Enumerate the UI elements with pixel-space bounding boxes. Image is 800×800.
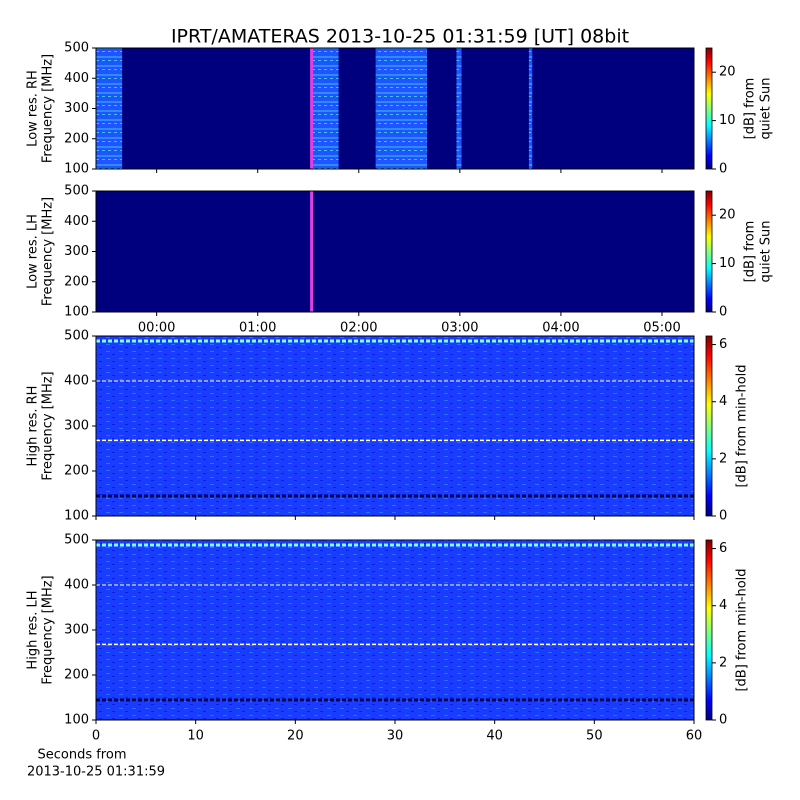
colorbar-tick-label: 10 <box>719 256 736 271</box>
colorbar-tick-label: 0 <box>719 162 727 177</box>
colorbar-tick-label: 4 <box>719 598 727 613</box>
x-tick-label: 50 <box>586 729 603 744</box>
y-tick-label: 400 <box>64 374 89 389</box>
y-tick-label: 100 <box>64 162 89 177</box>
y-tick-label: 500 <box>64 533 89 548</box>
x-tick-label: 0 <box>92 729 100 744</box>
colorbar-label: quiet Sun <box>759 220 774 282</box>
x-tick-label: 20 <box>287 729 304 744</box>
time-marker <box>310 191 314 312</box>
x-tick-label: 60 <box>686 729 703 744</box>
data-segment <box>96 48 123 169</box>
x-axis-label: Seconds from <box>37 748 126 763</box>
x-tick-label: 40 <box>486 729 503 744</box>
data-segment <box>456 48 462 169</box>
colorbar-tick-label: 20 <box>719 65 736 80</box>
colorbar-tick-label: 0 <box>719 305 727 320</box>
data-segment <box>96 336 694 516</box>
y-axis-label: Frequency [MHz] <box>41 54 56 163</box>
colorbar <box>705 335 713 517</box>
colorbar <box>705 539 713 721</box>
y-tick-label: 500 <box>64 184 89 199</box>
y-tick-label: 100 <box>64 713 89 728</box>
x-tick-label: 02:00 <box>340 321 377 336</box>
colorbar-tick-label: 2 <box>719 655 727 670</box>
plot-background <box>96 191 694 312</box>
y-tick-label: 200 <box>64 464 89 479</box>
y-tick-label: 400 <box>64 71 89 86</box>
y-tick-label: 400 <box>64 578 89 593</box>
x-tick-label: 04:00 <box>542 321 579 336</box>
time-marker <box>310 48 314 169</box>
x-tick-label: 05:00 <box>643 321 680 336</box>
colorbar-tick-label: 0 <box>719 713 727 728</box>
data-segment <box>96 540 694 720</box>
colorbar <box>705 47 713 170</box>
y-tick-label: 300 <box>64 244 89 259</box>
x-tick-label: 00:00 <box>138 321 175 336</box>
y-axis-label: Frequency [MHz] <box>41 575 56 684</box>
y-axis-label: Frequency [MHz] <box>41 197 56 306</box>
y-tick-label: 300 <box>64 419 89 434</box>
y-tick-label: 400 <box>64 214 89 229</box>
y-tick-label: 300 <box>64 623 89 638</box>
y-axis-label: High res. RH <box>26 386 41 467</box>
colorbar-label: [dB] from min-hold <box>735 568 750 691</box>
y-tick-label: 100 <box>64 509 89 524</box>
x-axis-label: 2013-10-25 01:31:59 <box>27 765 165 780</box>
data-segment <box>310 48 339 169</box>
colorbar <box>705 190 713 313</box>
colorbar-label: [dB] from <box>743 221 758 283</box>
colorbar-tick-label: 6 <box>719 337 727 352</box>
colorbar-tick-label: 6 <box>719 541 727 556</box>
data-segment <box>528 48 533 169</box>
y-tick-label: 500 <box>64 329 89 344</box>
colorbar-label: quiet Sun <box>759 77 774 139</box>
colorbar-tick-label: 10 <box>719 113 736 128</box>
x-tick-label: 03:00 <box>441 321 478 336</box>
y-tick-label: 200 <box>64 668 89 683</box>
y-axis-label: Low res. RH <box>26 70 41 147</box>
y-axis-label: Low res. LH <box>26 214 41 289</box>
y-tick-label: 200 <box>64 274 89 289</box>
title: IPRT/AMATERAS 2013-10-25 01:31:59 [UT] 0… <box>171 26 629 48</box>
colorbar-tick-label: 2 <box>719 451 727 466</box>
x-tick-label: 10 <box>187 729 204 744</box>
y-tick-label: 300 <box>64 101 89 116</box>
colorbar-tick-label: 4 <box>719 394 727 409</box>
colorbar-tick-label: 20 <box>719 208 736 223</box>
y-tick-label: 100 <box>64 305 89 320</box>
x-tick-label: 01:00 <box>239 321 276 336</box>
y-tick-label: 500 <box>64 41 89 56</box>
y-axis-label: Frequency [MHz] <box>41 371 56 480</box>
data-segment <box>375 48 428 169</box>
colorbar-tick-label: 0 <box>719 509 727 524</box>
y-axis-label: High res. LH <box>26 590 41 669</box>
y-tick-label: 200 <box>64 131 89 146</box>
colorbar-label: [dB] from <box>743 78 758 140</box>
colorbar-label: [dB] from min-hold <box>735 364 750 487</box>
x-tick-label: 30 <box>387 729 404 744</box>
